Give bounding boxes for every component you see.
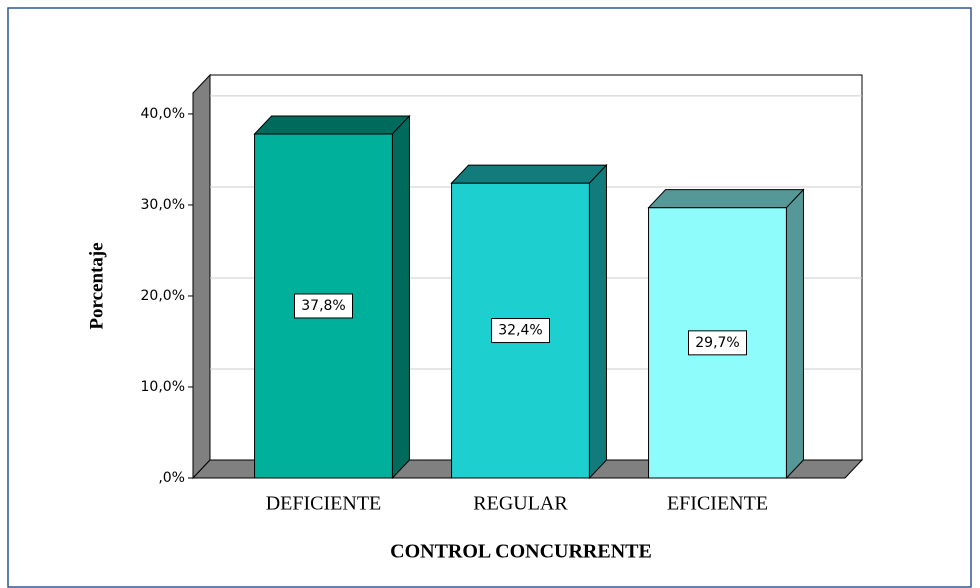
value-label-box xyxy=(491,318,550,344)
value-label: 37,8% xyxy=(301,298,345,314)
x-axis-title: CONTROL CONCURRENTE xyxy=(390,541,652,563)
value-label-box xyxy=(294,293,353,319)
bar: 32,4% xyxy=(450,163,608,480)
bar-side xyxy=(785,188,804,480)
x-tick-label: EFICIENTE xyxy=(667,493,768,515)
bar: 29,7% xyxy=(647,188,805,480)
left-wall xyxy=(192,73,211,480)
y-tick-label: 10,0% xyxy=(141,379,185,395)
value-label: 32,4% xyxy=(498,323,542,339)
bar-top xyxy=(450,164,608,184)
bar-top xyxy=(253,115,411,135)
y-tick-label: 20,0% xyxy=(141,288,185,304)
value-label: 29,7% xyxy=(695,335,739,351)
bar-top xyxy=(647,189,805,209)
y-tick-label: 40,0% xyxy=(141,106,185,122)
bar: 37,8% xyxy=(253,114,411,480)
bar-side xyxy=(391,114,410,480)
value-label-box xyxy=(688,330,747,356)
x-tick-label: DEFICIENTE xyxy=(266,493,382,515)
bar-side xyxy=(588,163,607,480)
y-tick-label: 30,0% xyxy=(141,197,185,213)
y-axis-title: Porcentaje xyxy=(86,242,107,329)
y-tick-label: ,0% xyxy=(158,470,185,486)
x-tick-label: REGULAR xyxy=(473,493,568,515)
